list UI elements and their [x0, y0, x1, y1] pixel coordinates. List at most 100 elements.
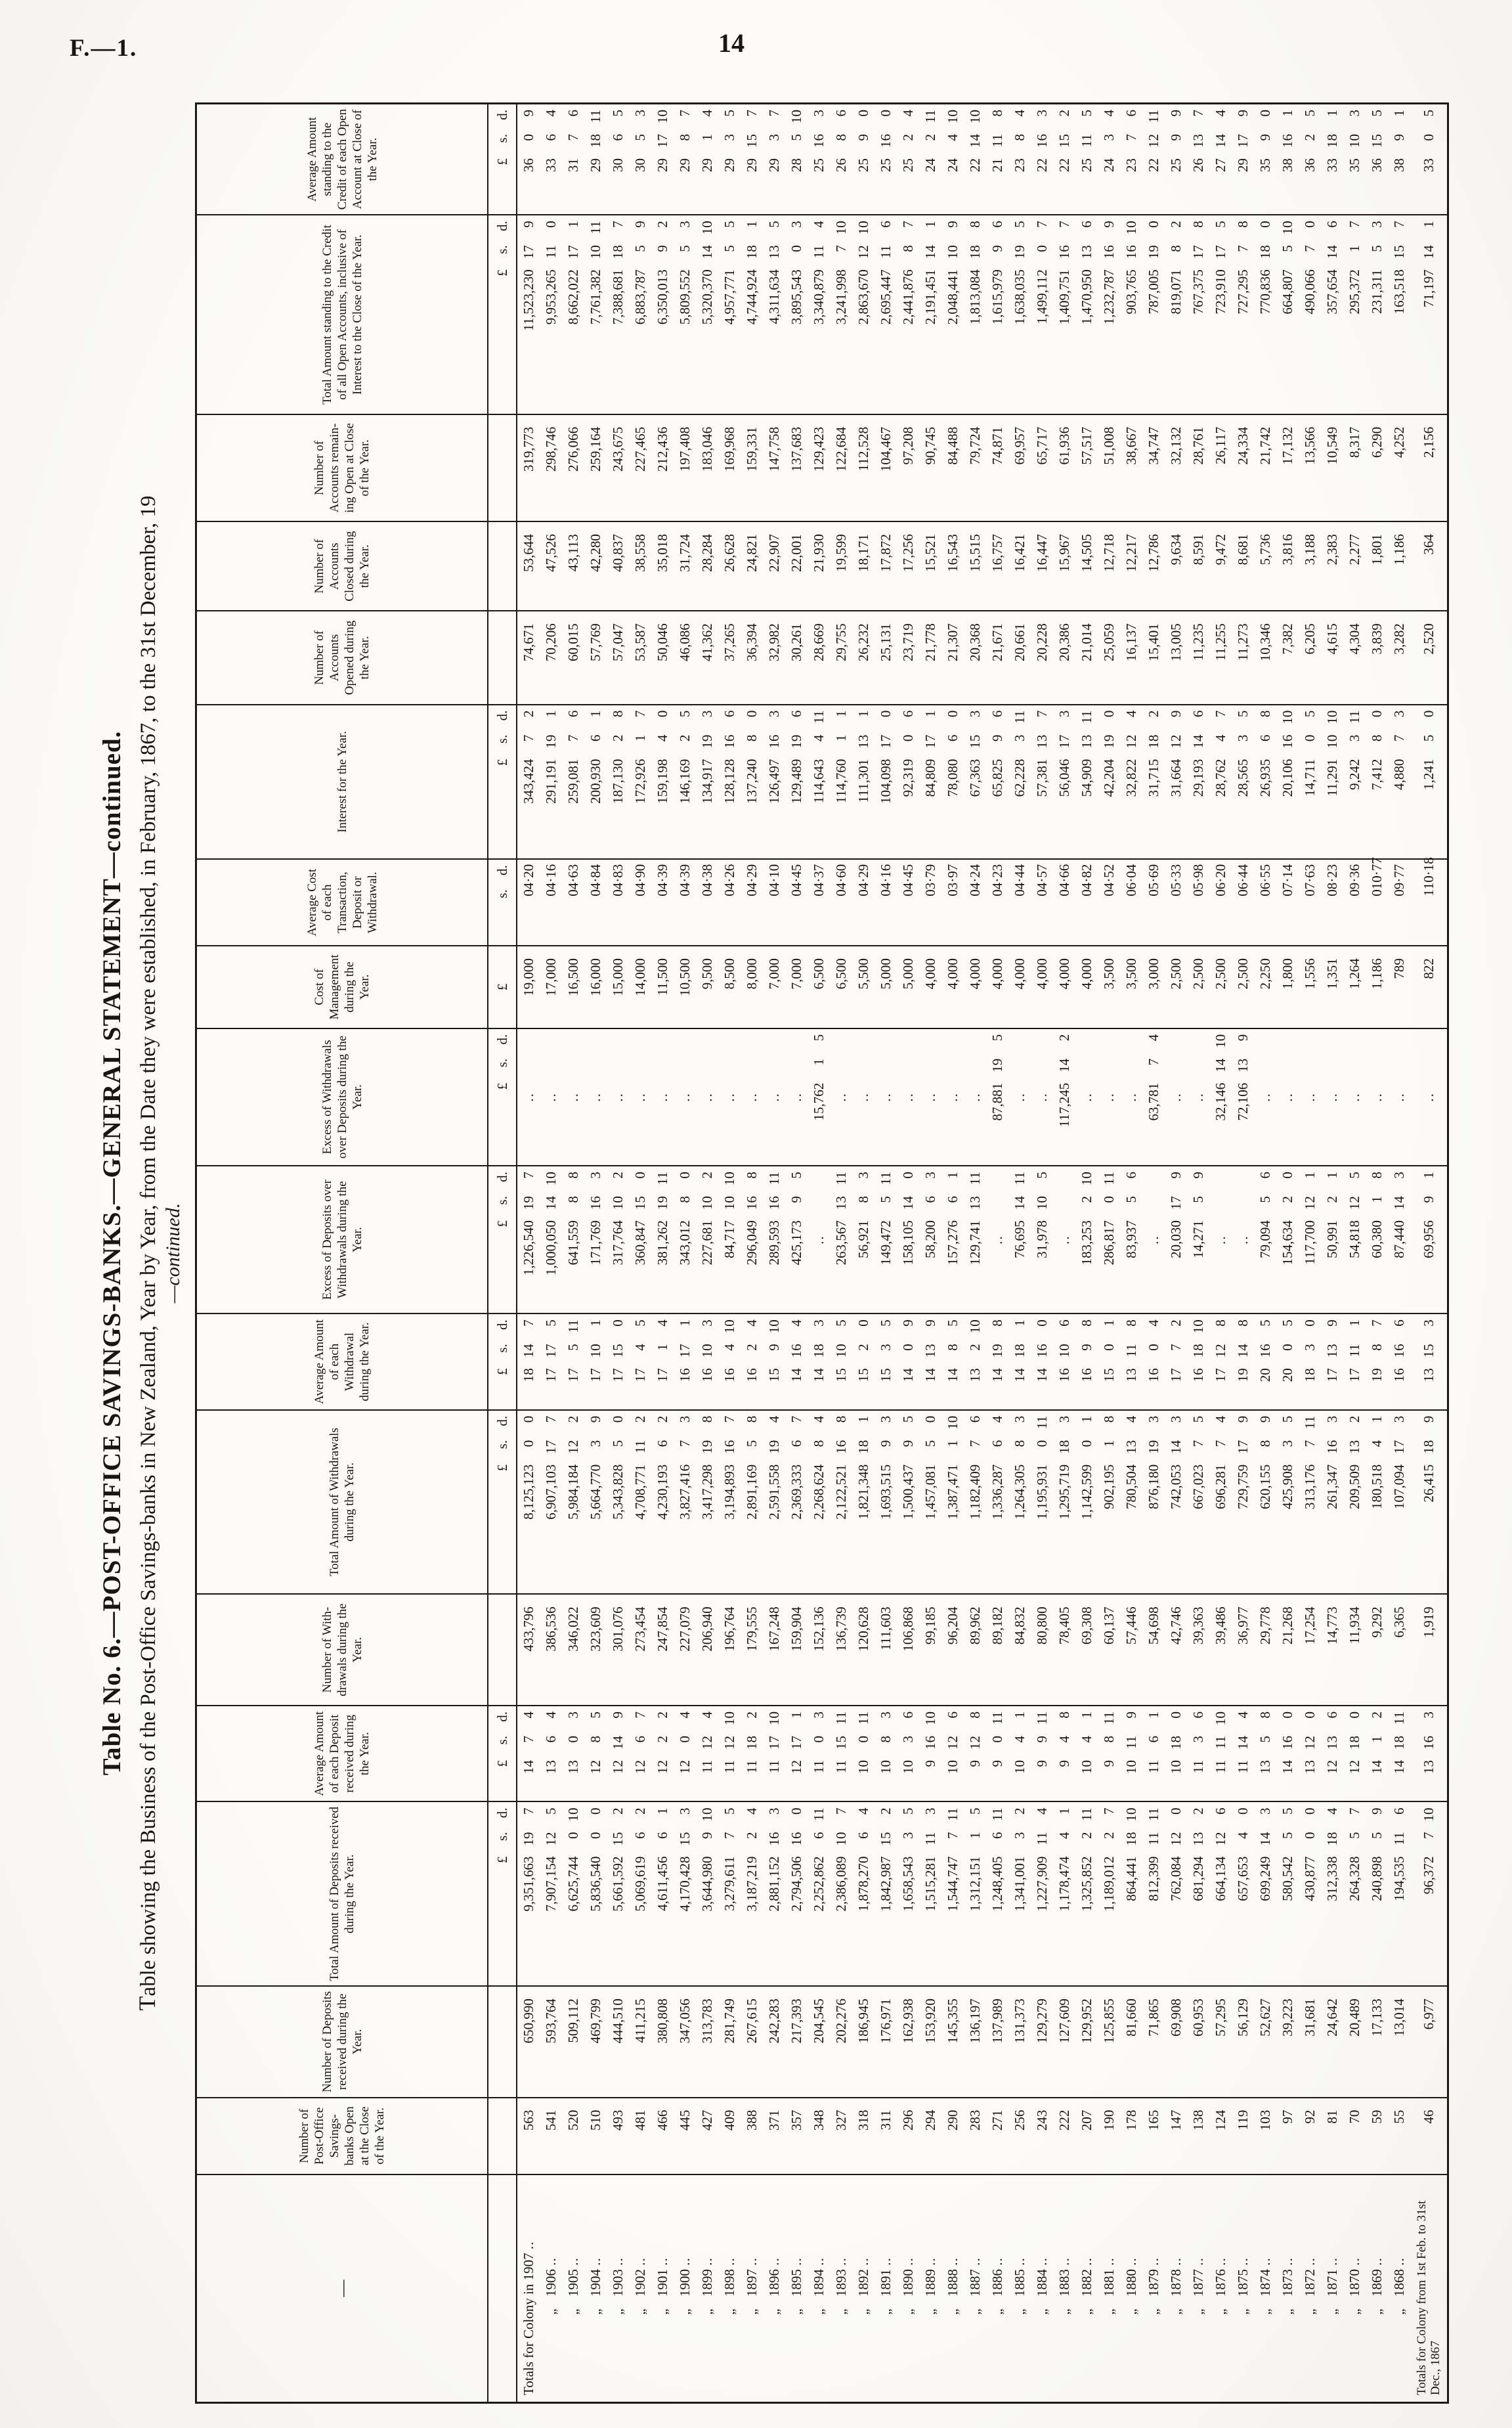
cell-accounts_closed: 2,383 — [1321, 521, 1343, 611]
cell-credit_avg: 38 9 1 — [1388, 103, 1410, 215]
pounds-value: 903,765 — [1123, 269, 1139, 315]
cell-withdrawals_total: 1,693,515 9 3 — [875, 1409, 897, 1595]
pounds-value: 812,399 — [1146, 1856, 1161, 1901]
cell-deposits_total: 96,372 7 10 — [1410, 1801, 1448, 1987]
pence-value: 4 — [766, 1415, 782, 1423]
cell-excess_withdrawals: 87,881 19 5 — [986, 1028, 1008, 1166]
shillings-value: 14 — [1213, 1058, 1228, 1072]
cell-accounts_opened: 21,014 — [1075, 611, 1098, 705]
pounds-value: 296,049 — [744, 1220, 760, 1266]
pence-value: 0 — [788, 1807, 804, 1815]
pounds-value: 20 — [1257, 1368, 1273, 1382]
cell-interest: 126,497 16 3 — [763, 704, 785, 860]
shillings-value: 5 — [1257, 1196, 1273, 1203]
pence-value: 2 — [699, 1172, 715, 1179]
cell-accounts_closed: 12,786 — [1142, 521, 1165, 611]
pence-value: 0 — [610, 1415, 626, 1423]
pence-value: 7 — [766, 110, 782, 117]
table-row: „1883 .. 222 127,609 1,178,474 4 1 9 4 8 78,405 1,… — [1053, 103, 1075, 2403]
cell-withdrawals_count: 323,609 — [584, 1594, 607, 1706]
pence-value: 4 — [744, 1807, 760, 1815]
cell-deposits_total: 7,907,154 12 5 — [540, 1801, 562, 1987]
cell-withdrawals_count: 301,076 — [607, 1594, 629, 1706]
pounds-value: 12 — [788, 1759, 804, 1774]
pounds-value: 23 — [1123, 158, 1139, 172]
shillings-value: 7 — [1123, 134, 1139, 141]
pence-value: 3 — [1391, 1415, 1407, 1423]
cell-withdrawals_count: 386,536 — [540, 1594, 562, 1706]
pounds-value: 3,417,298 — [699, 1464, 715, 1520]
pounds-value: 114,643 — [811, 759, 827, 804]
cell-deposit_avg: 10 0 11 — [852, 1705, 875, 1802]
pounds-value: 1,295,719 — [1056, 1464, 1072, 1520]
page-number: 14 — [718, 28, 745, 58]
shillings-value: 10 — [588, 1344, 603, 1358]
pounds-value: 620,155 — [1257, 1464, 1273, 1510]
year-label: „1882 .. — [1079, 2257, 1094, 2315]
shillings-value: 13 — [1324, 1344, 1340, 1358]
cell-accounts_remaining: 112,528 — [852, 414, 875, 522]
cell-deposits_count: 56,129 — [1232, 1986, 1254, 2098]
pence-value: 7 — [632, 1711, 648, 1719]
pence-value: 11 — [878, 1172, 894, 1185]
cell-excess_withdrawals: 63,781 7 4 — [1142, 1028, 1165, 1166]
shillings-value: 17 — [565, 245, 581, 259]
pence-value: 1 — [1421, 1172, 1436, 1179]
pence-value: 1 — [543, 710, 559, 718]
cell-banks: 290 — [941, 2097, 964, 2174]
pounds-value: 1,693,515 — [878, 1464, 894, 1520]
pounds-value: 22 — [1146, 158, 1161, 172]
shillings-value: 0 — [1034, 889, 1050, 896]
pence-value: 0 — [878, 710, 894, 718]
pence-value: 10 — [1123, 1807, 1139, 1822]
cell-withdrawal_avg: 19 8 7 — [1366, 1313, 1388, 1410]
table-row: Totals for Colony in 1907 .. 563 650,990 9,… — [517, 103, 540, 2403]
shillings-value: 0 — [565, 889, 581, 896]
cell-withdrawals_total: 5,664,770 3 9 — [584, 1409, 607, 1595]
cell-credit_total: 3,895,543 0 3 — [785, 215, 808, 414]
cell-cost_management: 2,250 — [1254, 946, 1276, 1028]
pounds-value: 2,122,521 — [833, 1464, 849, 1520]
cell-banks: 296 — [897, 2097, 919, 2174]
cell-avg_cost: 0 4·38 — [696, 859, 718, 946]
table-row: „1893 .. 327 202,276 2,386,089 10 7 11 15 11 136,… — [830, 103, 852, 2403]
cell-withdrawals_count: 120,628 — [852, 1594, 875, 1706]
cell-deposits_total: 681,294 13 2 — [1187, 1801, 1209, 1987]
pounds-value: 69,956 — [1421, 1220, 1436, 1258]
shillings-value: 0 — [1190, 889, 1206, 896]
shillings-value: 7 — [565, 734, 581, 742]
pounds-value: 38 — [1391, 158, 1407, 172]
shillings-value: 0 — [1168, 889, 1184, 896]
shillings-value: 12 — [565, 1440, 581, 1454]
cell-excess_withdrawals: .. — [1388, 1028, 1410, 1166]
cell-avg_cost: 0 4·10 — [763, 859, 785, 946]
pounds-value: 14 — [1369, 1759, 1385, 1774]
pounds-value: 4,708,771 — [632, 1464, 648, 1520]
cell-withdrawal_avg: 14 0 9 — [897, 1313, 919, 1410]
pence-value: 4 — [788, 1319, 804, 1327]
cell-deposits_count: 24,642 — [1321, 1986, 1343, 2098]
table-row: „1889 .. 294 153,920 1,515,281 11 3 9 16 10 99,18… — [919, 103, 941, 2403]
shillings-value: 9 — [989, 734, 1005, 742]
shillings-value: 1 — [699, 134, 715, 141]
pence-value: 2 — [1168, 1319, 1184, 1327]
cell-credit_total: 3,340,879 11 4 — [808, 215, 830, 414]
pence-value: 11 — [565, 1319, 581, 1333]
pence-value: 9 — [521, 221, 536, 228]
cell-cost_management: 16,500 — [562, 946, 584, 1028]
cell-excess_withdrawals: .. — [1165, 1028, 1187, 1166]
cell-interest: 14,711 0 5 — [1299, 704, 1321, 860]
pounds-value: 25 — [900, 158, 916, 172]
cell-interest: 67,363 15 3 — [964, 704, 986, 860]
cell-deposits_total: 2,252,862 6 11 — [808, 1801, 830, 1987]
shillings-value: 0 — [1146, 889, 1161, 896]
cell-deposits_total: 1,658,543 3 5 — [897, 1801, 919, 1987]
cell-deposit_avg: 12 2 2 — [651, 1705, 674, 1802]
shillings-value: 10 — [833, 1832, 849, 1846]
cell-withdrawal_avg: 17 1 4 — [651, 1313, 674, 1410]
cell-deposits_count: 509,112 — [562, 1986, 584, 2098]
pence-value: 11 — [855, 1711, 871, 1725]
pounds-value: 1,499,112 — [1034, 269, 1050, 324]
pounds-value: 137,240 — [744, 759, 760, 804]
cell-interest: 259,081 7 6 — [562, 704, 584, 860]
